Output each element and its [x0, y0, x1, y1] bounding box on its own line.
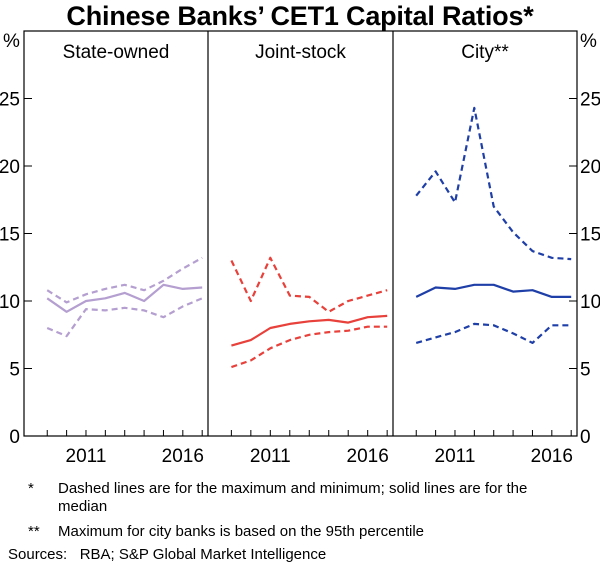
series-line-city-maximum — [415, 106, 572, 261]
x-tick-label: 2016 — [162, 446, 204, 467]
x-tick-label: 2016 — [531, 446, 573, 467]
footnote-2-mark: ** — [28, 523, 40, 540]
x-tick-label: 2011 — [250, 446, 291, 467]
y-tick-label-left: 15 — [0, 225, 20, 246]
x-tick-label: 2011 — [66, 446, 107, 467]
series-line-city-median — [415, 283, 572, 298]
y-unit-right: % — [580, 31, 597, 52]
series-line-stateowned-minimum — [46, 297, 203, 338]
panel-title-2: Joint-stock — [255, 42, 346, 63]
y-tick-label-left: 25 — [0, 90, 20, 111]
series-line-jointstock-maximum — [230, 256, 388, 313]
series-line-jointstock-minimum — [231, 325, 388, 369]
y-tick-label-right: 15 — [580, 225, 600, 246]
y-tick-label-left: 10 — [0, 292, 20, 313]
x-tick-label: 2016 — [347, 446, 389, 467]
y-tick-label-right: 20 — [580, 157, 600, 178]
footnote-1-text: Dashed lines are for the maximum and min… — [58, 480, 528, 515]
footnote-2-text: Maximum for city banks is based on the 9… — [58, 523, 425, 540]
y-tick-label-left: 20 — [0, 157, 20, 178]
x-tick-label: 2011 — [435, 446, 476, 467]
y-tick-label-left: 5 — [9, 360, 20, 381]
panel-title-1: State-owned — [63, 42, 170, 63]
chart-plot-area: 0 0 5 5 10 10 15 15 20 20 25 25% % State-owned 2011 201… — [0, 30, 600, 467]
y-tick-label-right: 5 — [580, 360, 591, 381]
panel-title-3: City** — [461, 42, 509, 63]
y-tick-label-left: 0 — [9, 427, 20, 448]
series-line-city-minimum — [415, 322, 572, 344]
y-tick-label-right: 10 — [580, 292, 600, 313]
y-tick-label-right: 25 — [580, 90, 600, 111]
y-unit-left: % — [3, 31, 20, 52]
source-note: Sources: RBA; S&P Global Market Intellig… — [8, 546, 327, 563]
series-line-jointstock-median — [231, 314, 388, 347]
series-line-stateowned-maximum — [46, 256, 203, 304]
footnote-1-mark: * — [28, 480, 34, 497]
plot-frame — [23, 30, 578, 437]
y-tick-label-right: 0 — [580, 427, 591, 448]
series-line-stateowned-median — [46, 283, 203, 313]
chart-title: Chinese Banks’ CET1 Capital Ratios* — [66, 1, 534, 31]
